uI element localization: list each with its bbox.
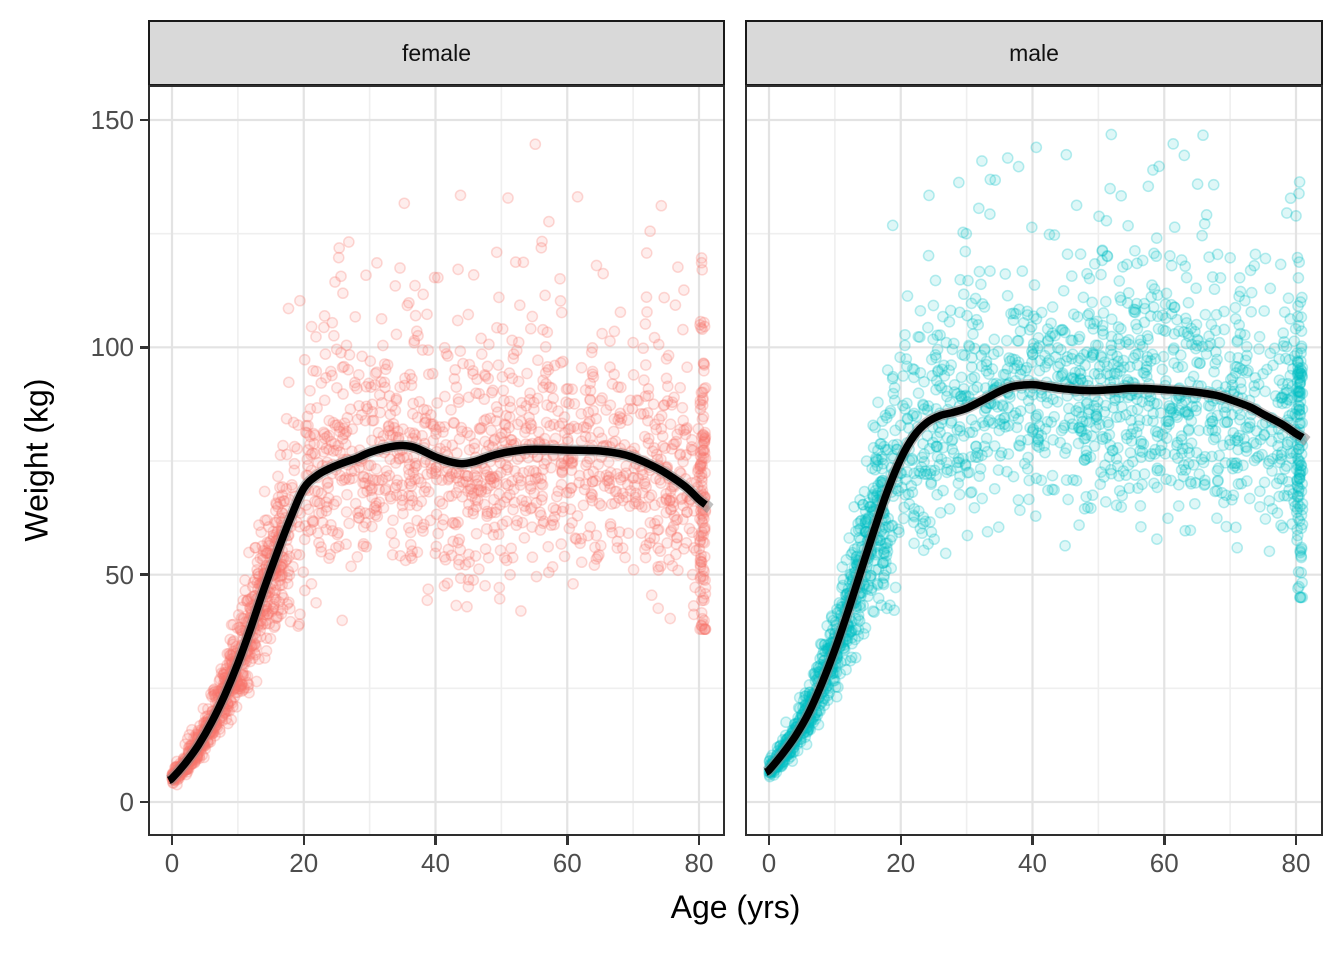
facet-strip-male: male — [745, 20, 1323, 86]
y-tick-label: 150 — [90, 104, 134, 135]
facet-strip-female-label: female — [401, 39, 472, 66]
facet-plot-area-female — [148, 85, 725, 836]
y-tick-mark — [140, 346, 149, 349]
x-tick-mark — [1294, 836, 1298, 845]
gridlines-minor — [745, 85, 1323, 836]
x-tick-label: 80 — [1281, 848, 1311, 878]
gridlines-major — [745, 85, 1323, 836]
y-tick-mark — [140, 800, 149, 804]
facet-strip-female: female — [148, 20, 725, 86]
x-tick-mark — [1163, 836, 1166, 845]
panel-border — [745, 85, 1323, 836]
panel-female — [148, 85, 725, 836]
y-tick-mark — [140, 573, 149, 576]
x-tick-mark — [434, 836, 437, 845]
y-tick-label: 100 — [90, 332, 134, 363]
x-tick-mark — [1031, 836, 1034, 845]
y-tick-label: 50 — [105, 559, 134, 590]
x-tick-label: 0 — [761, 848, 777, 878]
facet-strip-male-label: male — [1009, 39, 1059, 66]
x-tick-mark — [767, 836, 771, 845]
smooth-line — [764, 380, 1305, 776]
x-tick-label: 20 — [289, 848, 319, 878]
y-tick-label: 0 — [119, 787, 134, 817]
scatter-points — [166, 138, 712, 791]
smooth-line — [167, 441, 708, 784]
y-axis-title: Weight (kg) — [18, 378, 55, 542]
x-tick-label: 60 — [1149, 848, 1179, 878]
x-tick-label: 20 — [886, 848, 916, 878]
panel-male — [745, 85, 1323, 836]
x-axis-title: Age (yrs) — [670, 889, 801, 925]
x-tick-label: 0 — [164, 848, 180, 878]
y-tick-mark — [140, 118, 149, 122]
gridlines-major — [148, 85, 725, 836]
panel-border — [148, 85, 725, 836]
x-tick-label: 60 — [552, 848, 582, 878]
x-tick-mark — [302, 836, 306, 845]
scatter-points — [763, 128, 1309, 783]
x-tick-label: 40 — [1018, 848, 1047, 878]
x-tick-mark — [566, 836, 569, 845]
x-tick-mark — [170, 836, 174, 845]
facet-plot-area-male — [745, 85, 1323, 836]
x-tick-label: 40 — [421, 848, 450, 878]
x-tick-mark — [899, 836, 903, 845]
x-tick-mark — [697, 836, 701, 845]
x-tick-label: 80 — [684, 848, 714, 878]
